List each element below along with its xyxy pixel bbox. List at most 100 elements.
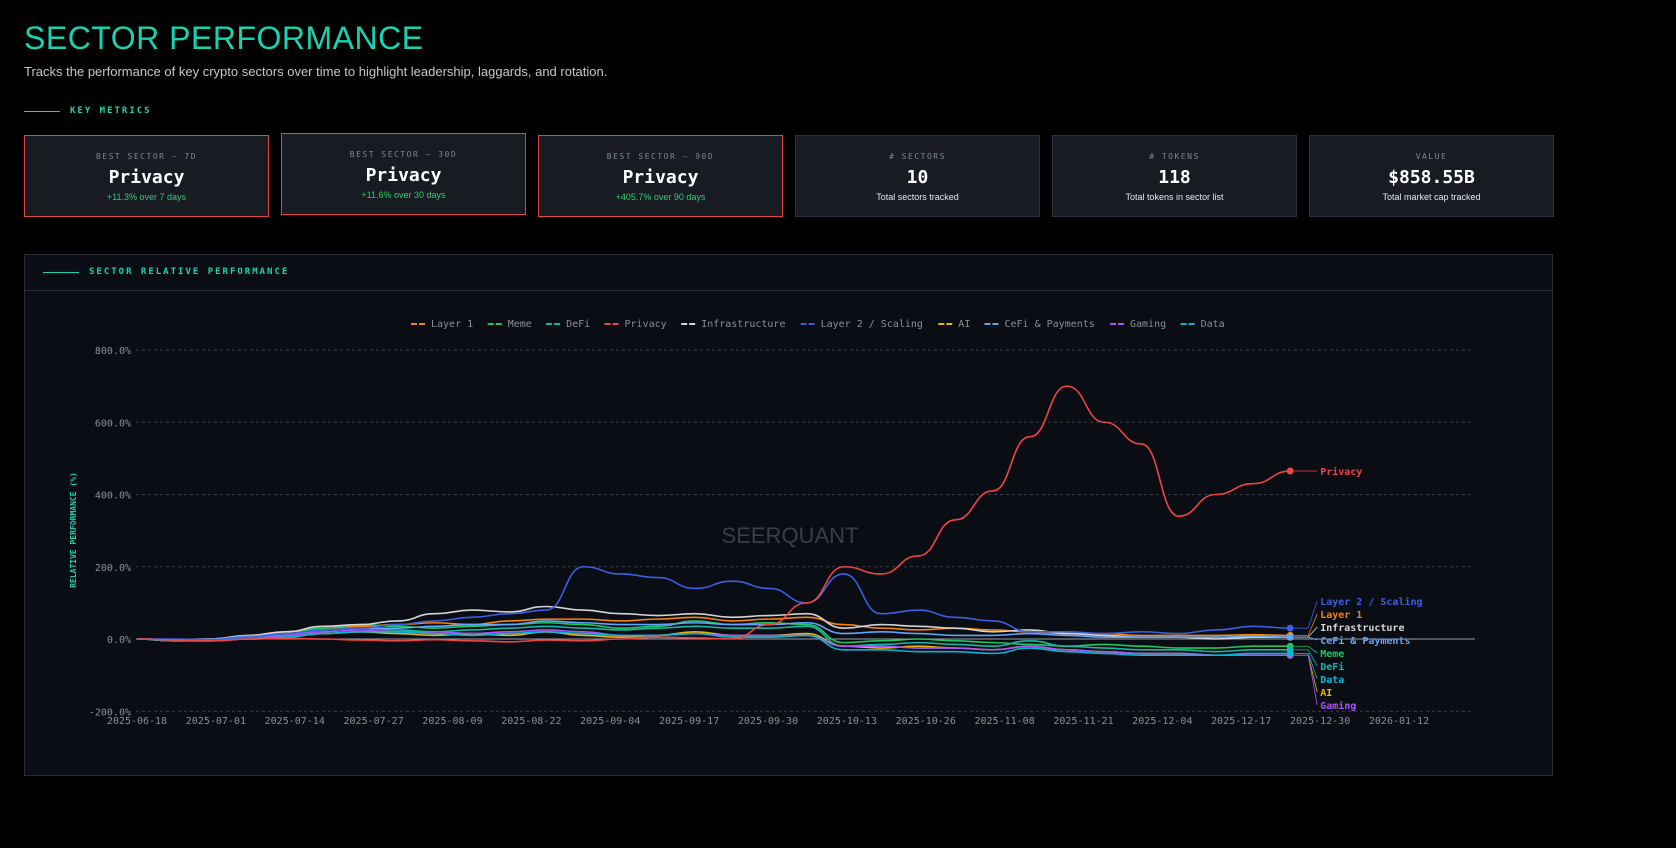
end-label-leader <box>1294 649 1318 667</box>
end-label-leader <box>1294 653 1318 680</box>
end-label-leader <box>1294 654 1318 706</box>
legend-item[interactable]: Layer 1 <box>411 319 473 330</box>
metric-label: BEST SECTOR — 30D <box>349 150 458 159</box>
x-tick-label: 2025-08-22 <box>501 716 561 727</box>
metric-card: BEST SECTOR — 30D Privacy +11.6% over 30… <box>281 133 526 215</box>
end-label: DeFi <box>1320 661 1344 673</box>
end-label: Gaming <box>1320 700 1356 712</box>
legend-item[interactable]: Privacy <box>604 319 667 330</box>
x-tick-label: 2026-01-12 <box>1369 716 1429 727</box>
end-label-leader <box>1294 613 1318 636</box>
metric-label: # TOKENS <box>1149 152 1200 161</box>
x-tick-label: 2025-11-08 <box>975 716 1035 727</box>
end-label: Data <box>1320 675 1344 686</box>
x-tick-label: 2025-11-21 <box>1053 716 1113 727</box>
metric-sub: Total market cap tracked <box>1382 192 1481 202</box>
metric-label: # SECTORS <box>889 152 946 161</box>
metric-sub: Total tokens in sector list <box>1125 192 1224 202</box>
divider <box>43 271 79 273</box>
end-label-leader <box>1294 636 1318 641</box>
x-tick-label: 2025-07-14 <box>265 716 325 727</box>
end-label: Privacy <box>1320 466 1362 478</box>
x-tick-label: 2025-07-01 <box>186 716 246 727</box>
end-label-leader <box>1294 645 1318 654</box>
divider <box>24 110 60 112</box>
legend-label: Layer 1 <box>431 319 473 330</box>
metric-label: BEST SECTOR — 90D <box>606 152 715 161</box>
y-tick-label: 800.0% <box>95 346 131 357</box>
legend-label: AI <box>958 319 970 330</box>
legend-label: Meme <box>508 319 532 330</box>
legend-item[interactable]: Data <box>1180 319 1225 330</box>
metric-card: # SECTORS 10 Total sectors tracked <box>795 135 1040 217</box>
end-label: Meme <box>1320 649 1344 660</box>
legend-item[interactable]: Meme <box>487 319 532 330</box>
legend-item[interactable]: CeFi & Payments <box>984 319 1095 330</box>
end-marker <box>1286 633 1294 641</box>
metric-sub: +11.6% over 30 days <box>361 190 446 200</box>
metric-card: BEST SECTOR — 7D Privacy +11.3% over 7 d… <box>24 135 269 217</box>
end-label: Layer 1 <box>1320 610 1362 621</box>
x-tick-label: 2025-10-13 <box>817 716 877 727</box>
end-label-leader <box>1294 600 1318 629</box>
page-subtitle: Tracks the performance of key crypto sec… <box>24 64 608 79</box>
y-tick-label: -200.0% <box>89 707 131 718</box>
x-tick-label: 2025-09-04 <box>580 716 640 727</box>
legend-label: Gaming <box>1130 319 1166 330</box>
key-metrics-heading: KEY METRICS <box>24 106 152 116</box>
x-tick-label: 2025-08-09 <box>422 716 482 727</box>
end-label: Infrastructure <box>1320 623 1404 634</box>
metric-value: Privacy <box>365 165 442 186</box>
y-tick-label: 600.0% <box>95 418 131 429</box>
x-tick-label: 2025-06-18 <box>107 716 167 727</box>
metric-label: VALUE <box>1415 152 1448 161</box>
series-line-layer-2-scaling <box>136 565 1291 641</box>
y-axis-label: RELATIVE PERFORMANCE (%) <box>69 472 78 588</box>
metric-value: Privacy <box>108 167 185 188</box>
chart-heading: SECTOR RELATIVE PERFORMANCE <box>43 267 289 277</box>
key-metrics-label: KEY METRICS <box>70 106 152 116</box>
legend-item[interactable]: Infrastructure <box>681 319 785 330</box>
series-line-meme <box>136 620 1291 649</box>
series-line-gaming <box>136 629 1291 657</box>
y-tick-label: 200.0% <box>95 563 131 574</box>
x-tick-label: 2025-10-26 <box>896 716 956 727</box>
metric-sub: +405.7% over 90 days <box>615 192 706 202</box>
end-marker <box>1286 624 1294 632</box>
legend-item[interactable]: DeFi <box>546 319 590 330</box>
legend-item[interactable]: Gaming <box>1110 319 1166 330</box>
end-label: Layer 2 / Scaling <box>1320 596 1422 608</box>
metric-value: 10 <box>906 167 929 188</box>
end-marker <box>1286 467 1294 475</box>
metric-sub: Total sectors tracked <box>876 192 959 202</box>
page-title: SECTOR PERFORMANCE <box>24 20 424 56</box>
legend-label: CeFi & Payments <box>1005 319 1095 330</box>
metric-value: 118 <box>1158 167 1191 188</box>
metric-sub: +11.3% over 7 days <box>106 192 187 202</box>
series-line-infrastructure <box>136 605 1291 641</box>
metric-card: VALUE $858.55B Total market cap tracked <box>1309 135 1554 217</box>
end-label: CeFi & Payments <box>1320 635 1410 647</box>
end-label: AI <box>1320 688 1332 699</box>
x-tick-label: 2025-09-30 <box>738 716 798 727</box>
legend-item[interactable]: Layer 2 / Scaling <box>800 319 923 330</box>
metric-card: BEST SECTOR — 90D Privacy +405.7% over 9… <box>538 135 783 217</box>
metric-card: # TOKENS 118 Total tokens in sector list <box>1052 135 1297 217</box>
watermark: SEERQUANT <box>722 523 859 548</box>
x-tick-label: 2025-12-17 <box>1211 716 1271 727</box>
y-tick-label: 400.0% <box>95 491 131 502</box>
legend-item[interactable]: AI <box>938 319 970 330</box>
legend-label: Infrastructure <box>701 319 785 330</box>
metric-value: $858.55B <box>1388 167 1475 188</box>
x-tick-label: 2025-09-17 <box>659 716 719 727</box>
chart-panel: SECTOR RELATIVE PERFORMANCE <box>24 254 1553 776</box>
metric-value: Privacy <box>622 167 699 188</box>
y-tick-label: 0.0% <box>107 635 131 646</box>
chart-title: SECTOR RELATIVE PERFORMANCE <box>89 267 290 277</box>
legend-label: Privacy <box>625 319 667 330</box>
legend-label: DeFi <box>566 319 590 330</box>
metric-label: BEST SECTOR — 7D <box>95 152 198 161</box>
x-tick-label: 2025-12-30 <box>1290 716 1350 727</box>
x-tick-label: 2025-12-04 <box>1132 716 1192 727</box>
